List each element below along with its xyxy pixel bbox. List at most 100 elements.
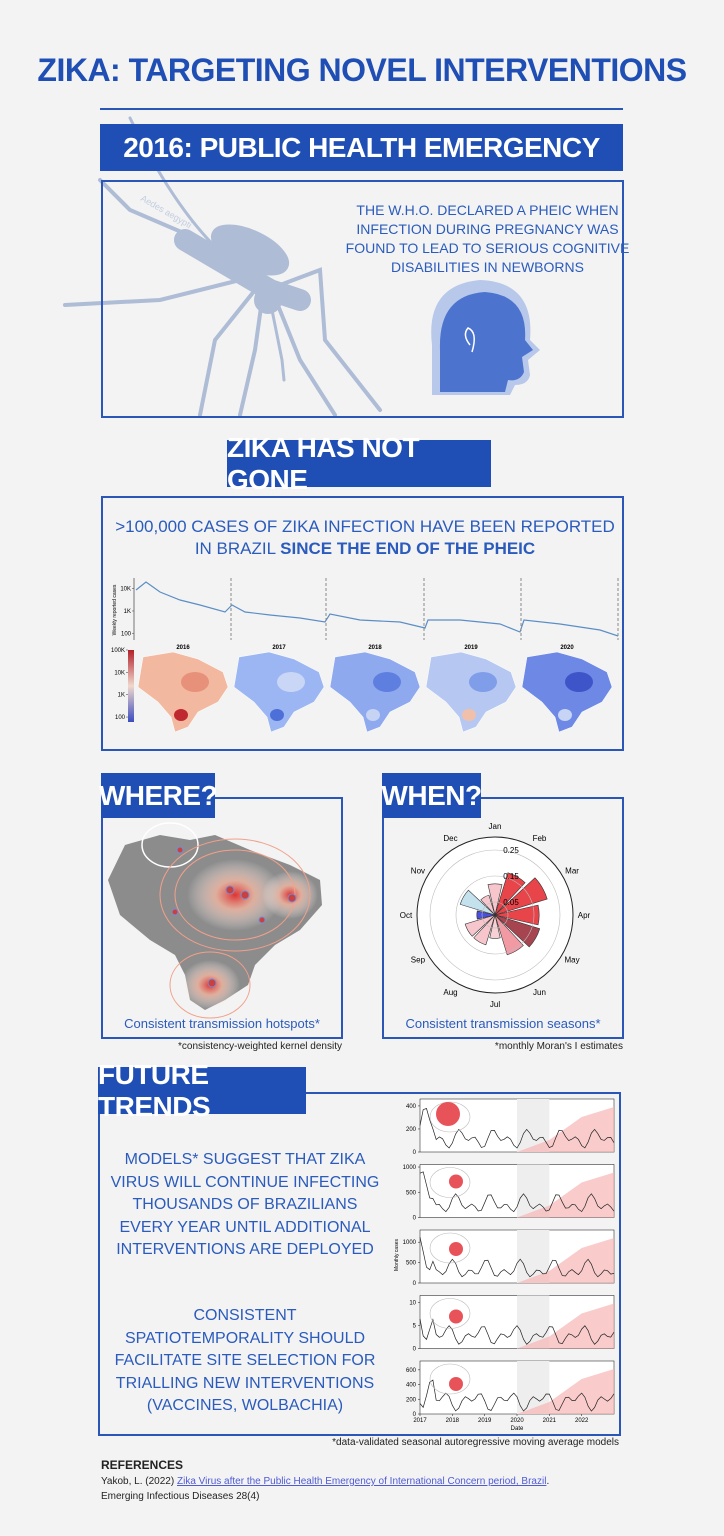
panel xyxy=(101,180,624,418)
y-tick-label: 0 xyxy=(413,1216,417,1222)
map-year-label: 2016 xyxy=(176,645,190,651)
map xyxy=(329,651,421,733)
series-line xyxy=(419,1237,615,1278)
polar-bar xyxy=(494,904,540,926)
map xyxy=(521,651,613,733)
forecast-band xyxy=(517,1369,614,1414)
section-heading: WHEN? xyxy=(381,773,482,818)
forecast-band xyxy=(517,1303,614,1349)
x-tick-label: 2021 xyxy=(543,1418,557,1424)
polar-bar xyxy=(494,914,541,948)
y-tick-label: 400 xyxy=(406,1104,417,1110)
y-tick-label: 10K xyxy=(120,587,131,593)
forecast-band xyxy=(517,1107,614,1152)
y-tick-label: 500 xyxy=(406,1190,417,1196)
y-tick-label: 1000 xyxy=(403,1240,417,1246)
map-year-label: 2020 xyxy=(560,645,574,651)
series-line xyxy=(419,1171,615,1213)
map-region xyxy=(366,709,380,721)
y-tick-label: 0 xyxy=(413,1347,417,1353)
month-label: Nov xyxy=(411,867,425,876)
footnote: *data-validated seasonal autoregressive … xyxy=(332,1437,619,1448)
region-highlight xyxy=(436,1102,460,1126)
polar-bar xyxy=(476,910,496,920)
region-map xyxy=(429,1167,471,1198)
forecast-band xyxy=(517,1172,614,1218)
y-tick-label: 100 xyxy=(121,631,132,637)
polar-bar xyxy=(494,914,524,956)
colorbar xyxy=(128,650,134,722)
panel xyxy=(382,797,624,1039)
journal: Emerging Infectious Diseases 28(4) xyxy=(101,1491,260,1502)
map-region xyxy=(558,709,572,721)
region-map xyxy=(429,1101,471,1133)
child-head xyxy=(431,280,540,395)
forecast-chart: 4002000100050001000500010506004002000201… xyxy=(394,1098,615,1432)
map xyxy=(425,651,517,733)
y-tick-label: 200 xyxy=(406,1397,417,1403)
month-label: Oct xyxy=(400,911,413,920)
panel xyxy=(98,1092,621,1436)
y-tick-label: 500 xyxy=(406,1261,417,1267)
month-label: Mar xyxy=(565,867,579,876)
references-heading: REFERENCES xyxy=(101,1458,184,1472)
panel xyxy=(101,496,624,751)
grid-ring xyxy=(481,901,509,929)
y-tick-label: 400 xyxy=(406,1383,417,1389)
region-highlight xyxy=(449,1377,463,1391)
reference-link[interactable]: Zika Virus after the Public Health Emerg… xyxy=(176,1476,547,1487)
map-region xyxy=(373,672,401,692)
month-label: Jul xyxy=(490,1000,500,1009)
x-axis-label: Date xyxy=(511,1426,524,1432)
y-tick-label: 1K xyxy=(124,609,131,615)
mosquito xyxy=(63,116,382,417)
x-tick-label: 2018 xyxy=(446,1418,460,1424)
grid-ring xyxy=(429,849,561,981)
map-region xyxy=(181,672,209,692)
polar-bar xyxy=(494,877,548,916)
footnote: *consistency-weighted kernel density xyxy=(178,1041,342,1052)
y-tick-label: 10 xyxy=(409,1300,416,1306)
paragraph: CONSISTENT SPATIOTEMPORALITY SHOULD FACI… xyxy=(114,1307,376,1414)
y-tick-label: 0 xyxy=(413,1281,417,1287)
month-label: Jan xyxy=(489,822,502,831)
caption: Consistent transmission hotspots* xyxy=(124,1016,320,1031)
polar-bar xyxy=(464,914,496,937)
colorbar-tick-label: 100K xyxy=(111,648,125,654)
caption: Consistent transmission seasons* xyxy=(405,1016,601,1031)
map-year-label: 2018 xyxy=(368,645,382,651)
colorbar-tick-label: 1K xyxy=(118,693,125,699)
map xyxy=(137,651,229,733)
map-region xyxy=(565,672,593,692)
y-tick-label: 600 xyxy=(406,1368,417,1374)
region-map xyxy=(429,1298,471,1329)
map-region xyxy=(277,672,305,692)
region-highlight xyxy=(449,1242,463,1256)
forecast-band xyxy=(517,1238,614,1283)
polar-bar xyxy=(473,914,496,946)
cases-text: >100,000 CASES OF ZIKA INFECTION HAVE BE… xyxy=(115,516,615,560)
x-tick-label: 2020 xyxy=(510,1418,524,1424)
y-tick-label: 1000 xyxy=(403,1165,417,1171)
y-tick-label: 5 xyxy=(413,1323,417,1329)
paragraph: MODELS* SUGGEST THAT ZIKA VIRUS WILL CON… xyxy=(110,1151,380,1258)
map xyxy=(233,651,325,733)
month-label: Feb xyxy=(533,834,547,843)
r-tick-label: 0.05 xyxy=(503,898,519,907)
panel xyxy=(101,797,343,1039)
section-heading: ZIKA HAS NOT GONE xyxy=(227,432,491,495)
polar-bar xyxy=(459,889,496,916)
author: Yakob, L. (2022) xyxy=(101,1476,175,1487)
section-heading: 2016: PUBLIC HEALTH EMERGENCY xyxy=(100,124,623,171)
polar-bar xyxy=(489,914,501,939)
polar-bar xyxy=(487,883,503,916)
punctuation: . xyxy=(546,1476,550,1487)
pheic-text: THE W.H.O. DECLARED A PHEIC WHEN INFECTI… xyxy=(345,202,630,275)
month-label: Dec xyxy=(443,834,457,843)
title: ZIKA: TARGETING NOVEL INTERVENTIONS xyxy=(37,52,687,88)
region-map xyxy=(429,1363,471,1395)
cases-text-bold: SINCE THE END OF THE PHEIC xyxy=(280,539,536,558)
maps xyxy=(137,651,613,733)
x-tick-label: 2019 xyxy=(478,1418,492,1424)
